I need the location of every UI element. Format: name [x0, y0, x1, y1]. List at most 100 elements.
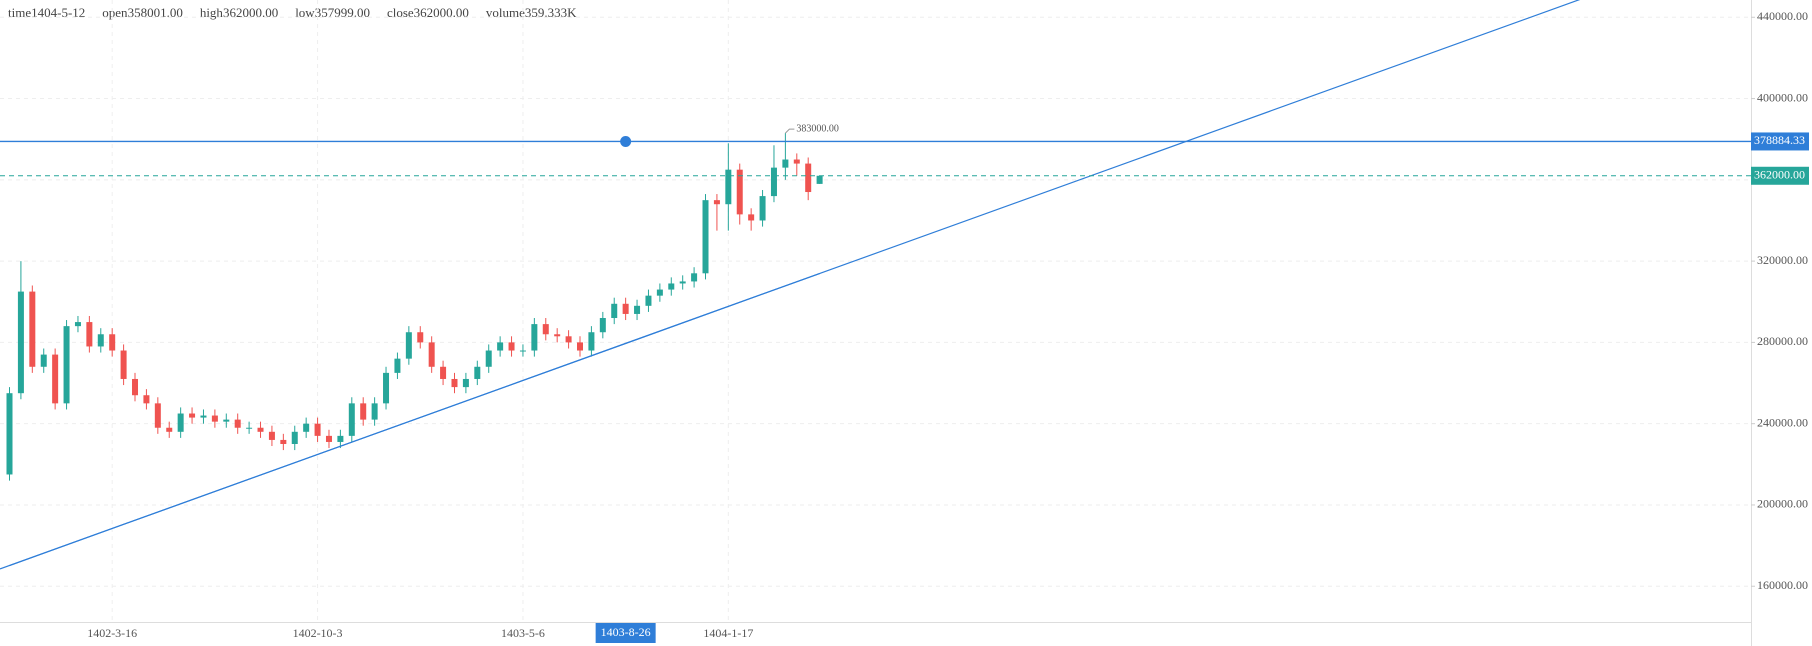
- candle-body: [782, 159, 789, 168]
- header-item: high362000.00: [200, 5, 278, 21]
- header-value: 362000.00: [413, 5, 469, 20]
- ohlc-header: time1404-5-12 open358001.00 high362000.00 l…: [8, 5, 577, 21]
- candle-body: [645, 295, 652, 306]
- candle-body: [348, 403, 355, 436]
- header-value: 362000.00: [222, 5, 279, 20]
- candle-body: [166, 427, 173, 432]
- candle-body: [440, 366, 447, 379]
- candle-body: [417, 332, 424, 343]
- y-tick-label: 320000.00: [1757, 253, 1808, 267]
- candle-body: [291, 431, 298, 444]
- candle-body: [542, 324, 549, 335]
- candle-body: [17, 291, 24, 394]
- candle-body: [154, 403, 161, 428]
- header-label: high: [199, 5, 223, 20]
- candle-body: [577, 342, 583, 351]
- candle-body: [485, 350, 492, 367]
- candle-body: [109, 334, 116, 351]
- candle-body: [360, 403, 367, 420]
- candle-body: [132, 378, 139, 396]
- candle-body: [508, 342, 515, 351]
- header-label: volume: [485, 5, 525, 20]
- last-price-label: 362000.00: [1754, 168, 1805, 182]
- horizontal-line-handle: [620, 135, 632, 147]
- candle-body: [280, 439, 287, 444]
- candle-body: [405, 332, 412, 359]
- candle-body: [257, 427, 264, 432]
- candle-body: [371, 403, 378, 420]
- candle-body: [474, 366, 481, 379]
- candle-body: [793, 159, 800, 164]
- candle-body: [451, 378, 458, 388]
- header-label: open: [102, 5, 128, 20]
- header-label: time: [8, 5, 32, 20]
- candle-body: [234, 419, 241, 428]
- y-tick-label: 200000.00: [1757, 497, 1808, 511]
- candle-body: [337, 435, 344, 442]
- header-item: volume359.333K: [486, 5, 577, 21]
- candle-body: [519, 350, 526, 352]
- y-tick-label: 400000.00: [1757, 90, 1808, 104]
- header-value: 357999.00: [314, 5, 370, 20]
- candle-body: [691, 273, 698, 282]
- horizontal-line-box: [1751, 132, 1809, 151]
- header-label: close: [386, 5, 414, 20]
- max-pointer: [785, 128, 795, 134]
- candle-body: [702, 200, 709, 274]
- candle-body: [554, 334, 561, 337]
- candle-body: [211, 415, 218, 422]
- x-tick-label: 1403-5-6: [501, 626, 545, 640]
- candle-body: [325, 435, 332, 442]
- header-value: 1404-5-12: [31, 5, 86, 20]
- selected-time-box: [595, 623, 656, 643]
- candle-body: [143, 395, 150, 404]
- candle-body: [531, 324, 538, 351]
- candle-body: [462, 378, 469, 388]
- last-price-box: [1751, 166, 1809, 185]
- trend-line-extension: [0, 0, 1581, 570]
- plot-area: [0, 0, 1751, 622]
- header-item: open358001.00: [102, 5, 183, 21]
- candle-body: [177, 413, 184, 432]
- candle-body: [189, 413, 196, 418]
- header-item: close362000.00: [387, 5, 469, 21]
- candle-body: [86, 322, 93, 347]
- x-tick-label: 1402-10-3: [293, 626, 343, 640]
- candle-body: [63, 326, 70, 404]
- trend-line: [9, 272, 820, 567]
- candle-body: [748, 214, 755, 221]
- candle-body: [40, 354, 47, 367]
- candle-body: [52, 354, 59, 404]
- horizontal-line-label: 378884.33: [1754, 133, 1805, 147]
- candle-body: [599, 318, 606, 333]
- candle-body: [303, 423, 310, 432]
- candle-body: [428, 342, 435, 367]
- selected-time-label: 1403-8-26: [601, 625, 651, 639]
- candle-body: [622, 303, 629, 314]
- candle-body: [725, 169, 732, 205]
- candle-body: [6, 393, 13, 475]
- candle-body: [679, 281, 686, 284]
- candle-body: [759, 196, 766, 221]
- candle-body: [611, 303, 618, 319]
- candle-body: [268, 431, 275, 440]
- candle-body: [394, 358, 401, 373]
- max-label: 383000.00: [796, 123, 839, 134]
- candle-body: [565, 336, 572, 343]
- candle-body: [97, 334, 104, 347]
- y-tick-label: 160000.00: [1757, 578, 1808, 592]
- y-tick-label: 240000.00: [1757, 415, 1808, 429]
- header-item: time1404-5-12: [8, 5, 85, 21]
- candle-body: [314, 423, 321, 436]
- candle-body: [29, 291, 36, 367]
- candle-body: [713, 200, 720, 205]
- candle-body: [246, 427, 253, 429]
- y-tick-label: 440000.00: [1757, 9, 1808, 23]
- candle-body: [816, 175, 823, 184]
- candle-body: [736, 169, 743, 215]
- candle-body: [223, 419, 230, 422]
- candle-body: [656, 289, 663, 296]
- x-tick-label: 1402-3-16: [87, 626, 137, 640]
- x-tick-label: 1404-1-17: [703, 626, 753, 640]
- candle-body: [634, 305, 641, 314]
